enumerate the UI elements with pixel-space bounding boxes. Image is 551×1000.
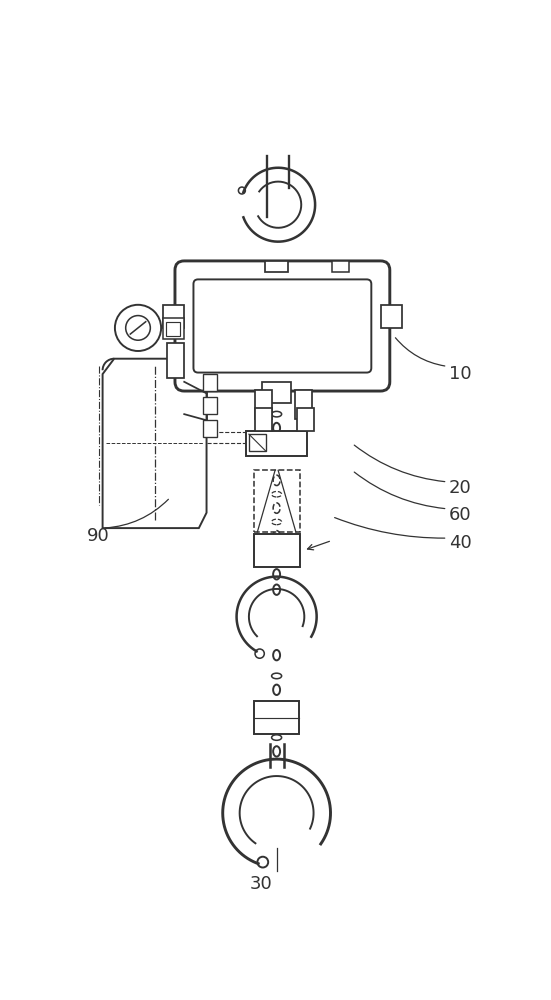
Text: 20: 20 xyxy=(449,479,472,497)
Bar xyxy=(249,434,266,451)
Bar xyxy=(166,322,180,336)
FancyBboxPatch shape xyxy=(175,261,390,391)
Bar xyxy=(246,431,307,456)
Bar xyxy=(332,261,349,272)
Bar xyxy=(296,408,314,431)
Bar xyxy=(295,389,312,419)
FancyBboxPatch shape xyxy=(193,279,371,373)
Text: 90: 90 xyxy=(87,527,110,545)
Bar xyxy=(253,470,300,532)
Text: 40: 40 xyxy=(449,534,472,552)
Text: 30: 30 xyxy=(250,875,273,893)
Bar xyxy=(381,305,402,328)
Circle shape xyxy=(115,305,161,351)
Bar xyxy=(163,305,184,328)
Bar xyxy=(203,374,217,391)
Bar xyxy=(168,343,184,378)
Bar xyxy=(254,701,299,734)
Circle shape xyxy=(126,316,150,340)
Bar xyxy=(253,534,300,567)
Bar xyxy=(163,318,184,339)
Bar xyxy=(203,420,217,437)
Polygon shape xyxy=(102,359,207,528)
Text: 60: 60 xyxy=(449,506,472,524)
Bar xyxy=(255,408,272,431)
Bar xyxy=(262,382,291,403)
Bar xyxy=(255,389,272,419)
Bar xyxy=(203,397,217,414)
Bar xyxy=(265,261,288,272)
Text: 10: 10 xyxy=(449,365,472,383)
